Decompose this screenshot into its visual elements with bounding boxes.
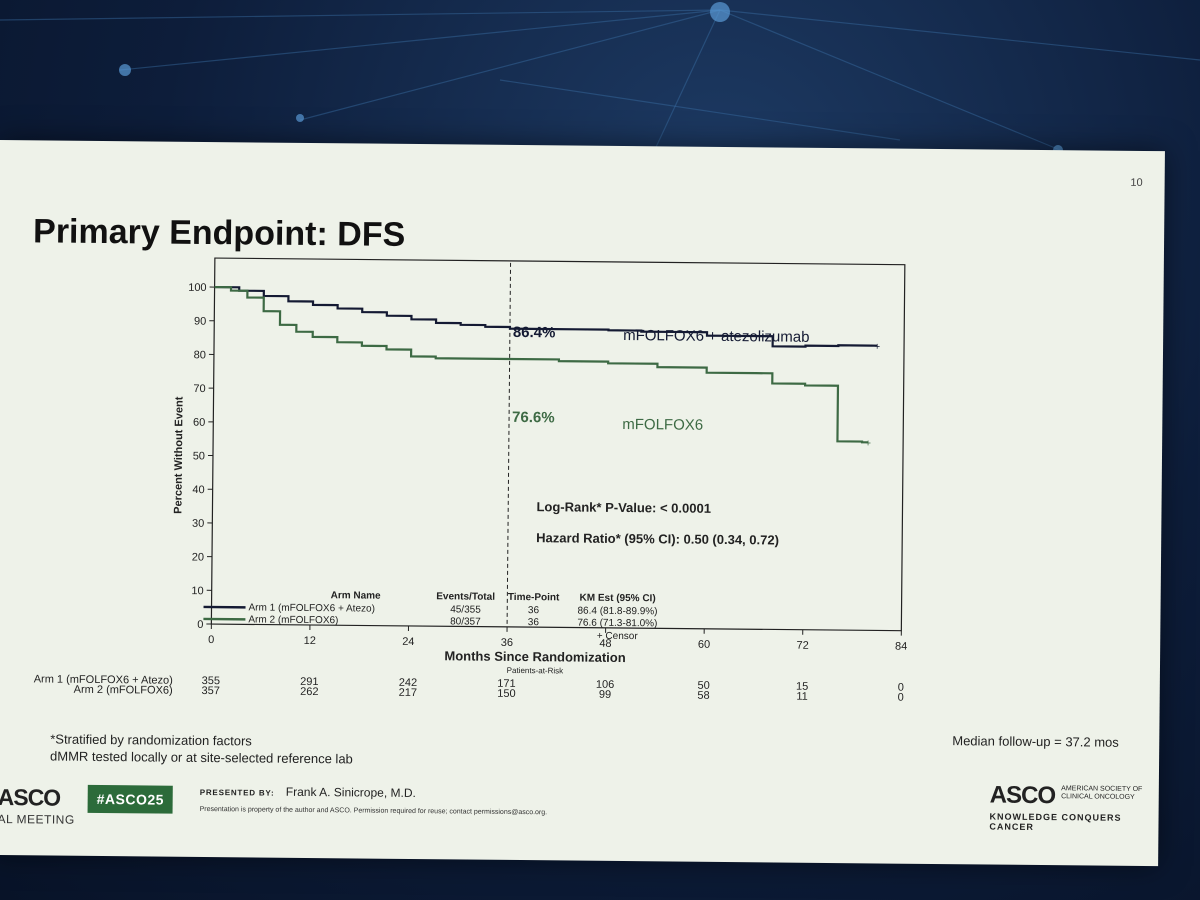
legend-censor: + Censor [597,631,639,642]
disclaimer: Presentation is property of the author a… [199,805,548,817]
y-tick-label: 50 [193,450,205,462]
at-risk-value: 291 [300,676,318,688]
logrank-annotation: Log-Rank* P-Value: < 0.0001 [536,499,711,516]
asco-meeting-sub: AL MEETING [0,812,75,827]
y-tick-label: 80 [194,349,206,361]
at-risk-value: 50 [697,680,709,692]
x-tick-label: 84 [895,641,907,653]
legend-table-header: Events/Total [436,591,495,603]
km-chart: 0 10 20 30 40 50 60 70 80 90 100 0 12 24 36 48 60 72 84 Mon… [34,257,907,704]
asco-tagline: KNOWLEDGE CONQUERS CANCER [989,811,1122,832]
censor-mark: + [865,438,871,449]
x-tick-label: 72 [796,640,808,652]
x-tick-label: 60 [698,639,710,651]
presented-label: PRESENTED BY: [199,787,275,798]
legend-table-header: Time-Point [508,592,560,604]
at-risk-value: 171 [497,678,515,690]
legend-timepoint: 36 [528,605,540,616]
at-risk-value: 106 [596,679,614,691]
legend-km-est: 86.4 (81.8-89.9%) [577,606,657,618]
legend-timepoint: 36 [528,617,540,628]
annotation-arm2-km: 76.6% [512,409,555,426]
asco-right-logo-text: ASCO [989,781,1056,810]
asco-society-logo: ASCO AMERICAN SOCIETY OF CLINICAL ONCOLO… [989,782,1158,834]
series-label-atezo: mFOLFOX6 + atezolizumab [623,327,809,346]
presented-by: PRESENTED BY: Frank A. Sinicrope, M.D. [200,784,416,800]
y-tick-label: 20 [192,551,204,563]
legend-arm-name: Arm 2 (mFOLFOX6) [248,614,338,626]
median-followup: Median follow-up = 37.2 mos [952,733,1119,750]
at-risk-value: 0 [898,682,904,694]
x-tick-label: 36 [501,637,513,649]
at-risk-value: 242 [399,677,417,689]
x-tick-label: 12 [304,635,316,647]
y-axis-label: Percent Without Event [172,396,185,514]
y-tick-label: 40 [192,484,204,496]
slide: 10 Primary Endpoint: DFS 0 10 20 30 40 50 60 70… [0,140,1165,867]
at-risk-value: 11 [796,691,808,703]
asco-meeting-logo: ASCO AL MEETING [0,784,75,827]
y-tick-label: 30 [192,518,204,530]
x-tick-label: 24 [402,636,414,648]
x-axis-label: Months Since Randomization [444,648,625,665]
legend-events: 80/357 [450,616,481,627]
at-risk-row-label: Arm 2 (mFOLFOX6) [74,684,173,697]
presenter-name: Frank A. Sinicrope, M.D. [285,784,416,801]
at-risk-value: 99 [599,689,611,701]
legend-km-est: 76.6 (71.3-81.0%) [577,618,657,630]
series-line-atezo [214,285,878,348]
legend-arm-name: Arm 1 (mFOLFOX6 + Atezo) [248,602,375,614]
at-risk-value: 58 [697,690,709,702]
at-risk-value: 217 [399,687,417,699]
y-tick-label: 100 [188,282,206,294]
at-risk-value: 0 [898,692,904,704]
y-tick-label: 90 [194,316,206,328]
legend-table-header: KM Est (95% CI) [580,593,656,605]
at-risk-value: 15 [796,681,808,693]
footnotes: *Stratified by randomization factors dMM… [50,731,353,768]
hazard-ratio-annotation: Hazard Ratio* (95% CI): 0.50 (0.34, 0.72… [536,530,779,547]
at-risk-title: Patients-at-Risk [507,666,565,676]
y-tick-label: 10 [191,585,203,597]
y-tick-label: 60 [193,417,205,429]
at-risk-value: 150 [497,688,515,700]
annotation-arm1-km: 86.4% [513,324,556,341]
legend-events: 45/355 [450,604,481,615]
y-tick-label: 70 [193,383,205,395]
series-line-mfolfox6 [214,285,869,444]
hashtag-badge: #ASCO25 [87,784,174,814]
censor-mark: + [874,342,880,353]
at-risk-value: 262 [300,686,318,698]
at-risk-row-label: Arm 1 (mFOLFOX6 + Atezo) [34,673,173,686]
legend-table-header: Arm Name [331,590,382,601]
plot-frame [210,257,906,632]
y-tick-label: 0 [197,619,203,631]
slide-footer: ASCO AL MEETING #ASCO25 PRESENTED BY: Fr… [0,770,1159,866]
x-tick-label: 48 [599,638,611,650]
reference-line-36 [506,262,512,627]
at-risk-value: 355 [202,675,220,687]
asco-logo-text: ASCO [0,784,61,811]
x-tick-label: 0 [208,634,214,646]
asco-society-name: AMERICAN SOCIETY OF CLINICAL ONCOLOGY [1061,785,1143,801]
series-label-mfolfox6: mFOLFOX6 [622,416,703,434]
footnote-dmmr: dMMR tested locally or at site-selected … [50,748,353,767]
at-risk-value: 357 [201,685,219,697]
